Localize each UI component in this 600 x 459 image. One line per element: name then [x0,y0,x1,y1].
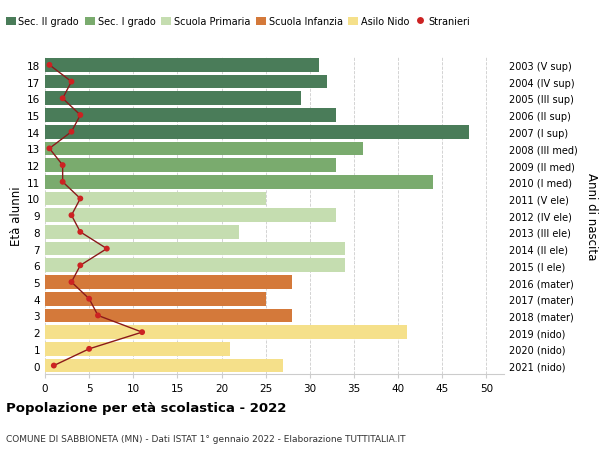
Point [102,246,112,253]
Point [67,279,76,286]
Point [76,196,85,203]
Bar [45,242,345,256]
Y-axis label: Età alunni: Età alunni [10,186,23,246]
Point [76,112,85,119]
Bar [45,159,336,173]
Point [76,229,85,236]
Bar [45,342,230,356]
Bar [45,175,433,189]
Legend: Sec. II grado, Sec. I grado, Scuola Primaria, Scuola Infanzia, Asilo Nido, Stran: Sec. II grado, Sec. I grado, Scuola Prim… [2,13,473,31]
Point [49,362,59,369]
Text: Popolazione per età scolastica - 2022: Popolazione per età scolastica - 2022 [6,402,286,414]
Bar [45,92,301,106]
Bar [45,59,319,73]
Bar [45,76,328,89]
Text: COMUNE DI SABBIONETA (MN) - Dati ISTAT 1° gennaio 2022 - Elaborazione TUTTITALIA: COMUNE DI SABBIONETA (MN) - Dati ISTAT 1… [6,434,406,443]
Point [137,329,147,336]
Bar [45,275,292,289]
Bar [45,225,239,239]
Bar [45,142,363,156]
Point [44,146,54,153]
Y-axis label: Anni di nascita: Anni di nascita [584,172,598,259]
Bar [45,192,266,206]
Bar [45,325,407,339]
Bar [45,126,469,139]
Bar [45,209,336,223]
Bar [45,359,283,373]
Point [93,312,103,319]
Point [85,346,94,353]
Bar [45,309,292,323]
Point [76,262,85,269]
Point [67,78,76,86]
Bar [45,292,266,306]
Point [58,95,67,103]
Bar [45,259,345,273]
Point [67,212,76,219]
Point [58,179,67,186]
Point [58,162,67,169]
Point [85,296,94,303]
Bar [45,109,336,123]
Point [67,129,76,136]
Point [44,62,54,69]
